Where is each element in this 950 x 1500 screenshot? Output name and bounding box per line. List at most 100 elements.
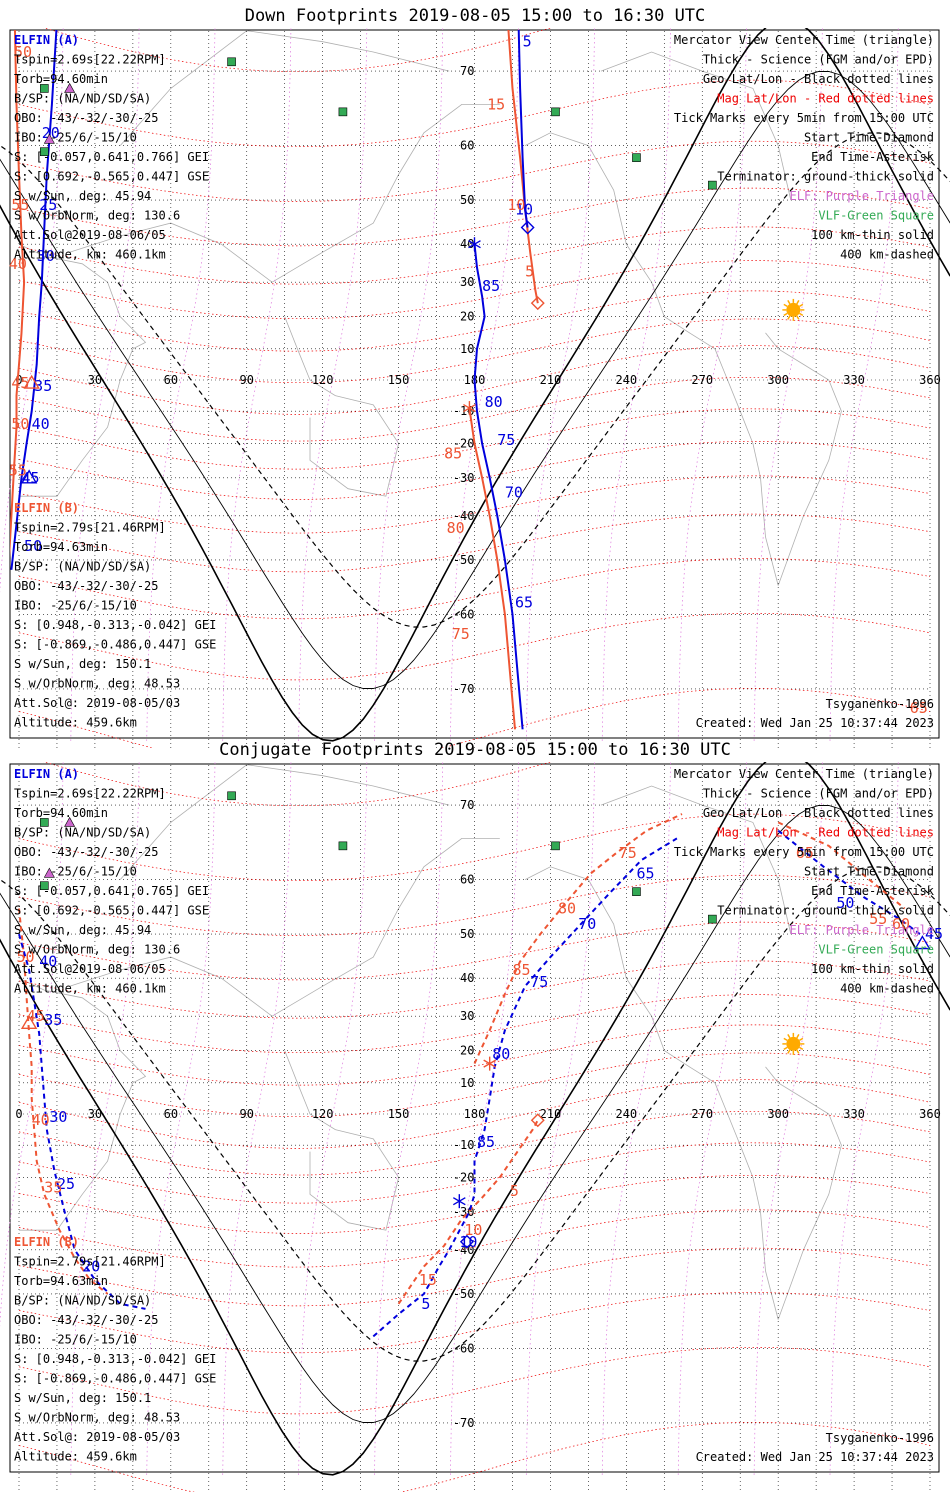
elfin-b-time-label: 85 [512, 961, 530, 979]
mag-parallel [18, 290, 931, 352]
created-timestamp: Created: Wed Jan 25 10:37:44 2023 [696, 716, 934, 730]
tracks [18, 813, 921, 1338]
lat-tick-label: 50 [460, 927, 474, 941]
mag-meridian [298, 28, 368, 741]
lon-tick-label: 330 [843, 1107, 865, 1121]
elfin-a-time-label: 50 [24, 537, 42, 555]
sun-ray [799, 303, 804, 308]
lon-tick-label: 360 [919, 373, 941, 387]
down-footprints-map: 0 30 60 90 120 150 180 210 240 270 300 330 360706050… [0, 28, 950, 748]
elfin-b-info-line: Torb=94.63min [14, 540, 108, 554]
legend-line: Geo Lat/Lon - Black dotted lines [703, 72, 934, 86]
mag-meridian [70, 762, 140, 1475]
lon-tick-label: 300 [767, 1107, 789, 1121]
legend-line: Mercator View Center Time (triangle) [674, 767, 934, 781]
elfin-b-time-label: 55 [11, 196, 29, 214]
lat-tick-label: 10 [460, 1076, 474, 1090]
elfin-a-time-label: 20 [82, 1258, 100, 1276]
mag-parallel [18, 1110, 931, 1176]
lat-tick-label: -10 [453, 1138, 475, 1152]
elf-site-triangle [43, 867, 55, 878]
elfin-b-center-triangle [20, 1014, 38, 1030]
legend-line: End Time-Asterisk [811, 150, 935, 164]
elfin-b-time-label: 5 [525, 262, 534, 280]
legend-line: Mercator View Center Time (triangle) [674, 33, 934, 47]
mag-meridian [374, 28, 444, 741]
vlf-site-square [227, 57, 236, 67]
legend-line: 400 km-dashed [840, 982, 934, 996]
legend-line: Mag Lat/Lon - Red dotted lines [717, 92, 934, 106]
lon-tick-label: 210 [540, 373, 562, 387]
lon-tick-label: 0 [15, 1107, 22, 1121]
mag-parallel [18, 1174, 931, 1234]
sun-ray [796, 315, 800, 320]
elfin-b-time-label: 5 [510, 1182, 519, 1200]
elfin-b-info-line: Att.Sol@: 2019-08-05/03 [14, 1430, 180, 1444]
coastline [524, 132, 779, 586]
elfin-a-info-line: IBO: -25/6/-15/10 [14, 131, 137, 145]
elfin-a-track [10, 30, 58, 570]
elfin-a-heading: ELFIN (A) [14, 33, 79, 47]
elfin-b-info-line: Torb=94.63min [14, 1274, 108, 1288]
elfin-b-info-line: Att.Sol@: 2019-08-05/03 [14, 696, 180, 710]
elfin-b-time-label: 50 [11, 415, 29, 433]
elfin-a-info-line: S: [0.692,-0.565,0.447] GSE [14, 904, 209, 918]
terminator-400km [0, 866, 950, 1362]
elfin-b-heading: ELFIN (B) [14, 501, 79, 515]
lat-tick-label: 60 [460, 873, 474, 887]
legend-line: VLF-Green Square [818, 209, 934, 223]
elf-site-triangle [43, 133, 55, 144]
legend-line: Terminator: ground-thick solid [717, 904, 934, 918]
elfin-a-start-diamond [459, 1234, 474, 1249]
legend-line: ELF: Purple Triangle [790, 189, 935, 203]
elfin-b-track [777, 821, 906, 910]
lon-tick-label: 300 [767, 373, 789, 387]
elfin-a-time-label: 85 [482, 277, 500, 295]
model-label: Tsyganenko-1996 [826, 1431, 934, 1445]
elfin-a-info-line: Att.Sol@2019-08-06/05 [14, 962, 166, 976]
mag-parallel [18, 1052, 931, 1118]
elfin-a-end-asterisk [452, 1197, 466, 1206]
elfin-b-info-line: Altitude: 459.6km [14, 716, 137, 730]
lon-tick-label: 240 [615, 373, 637, 387]
terminator-100km [0, 805, 950, 1423]
lat-tick-label: 60 [460, 139, 474, 153]
mag-meridian [525, 28, 595, 741]
coastline [284, 1050, 400, 1231]
lon-tick-label: 270 [691, 1107, 713, 1121]
elfin-a-time-label: 20 [42, 124, 60, 142]
lat-tick-label: -50 [453, 553, 475, 567]
sun-ray [799, 312, 804, 317]
elfin-b-time-label: 85 [444, 444, 462, 462]
elfin-a-time-label: 80 [485, 393, 503, 411]
lat-tick-label: -40 [453, 509, 475, 523]
elfin-b-time-label: 40 [9, 255, 27, 273]
terminator-ground [0, 762, 950, 1476]
elfin-a-time-label: 10 [515, 201, 533, 219]
elfin-a-center-triangle [20, 469, 38, 484]
elfin-b-time-label: 15 [487, 95, 505, 113]
terminator-ground [0, 28, 950, 742]
sun-ray [796, 1049, 800, 1054]
lon-tick-label: 330 [843, 373, 865, 387]
vlf-site-square [40, 818, 49, 827]
mag-parallel [18, 558, 931, 620]
mag-meridian [677, 28, 747, 741]
elfin-b-time-label: 35 [44, 1178, 62, 1196]
elfin-b-time-label: 50 [16, 948, 34, 966]
coastline [284, 316, 400, 497]
elfin-a-info-line: S w/Sun, deg: 45.94 [14, 923, 151, 937]
elfin-b-time-label: 15 [419, 1271, 437, 1289]
lat-tick-label: -30 [453, 1205, 475, 1219]
elfin-a-info-line: B/SP: (NA/ND/SD/SA) [14, 92, 151, 106]
lon-tick-label: 0 [15, 373, 22, 387]
elfin-a-info-line: IBO: -25/6/-15/10 [14, 865, 137, 879]
lat-tick-label: -70 [453, 682, 475, 696]
mag-parallel [18, 513, 931, 573]
mag-parallel [18, 475, 931, 534]
lat-tick-label: -60 [453, 607, 475, 621]
elfin-b-time-label: 40 [32, 1111, 50, 1129]
coastline [119, 764, 450, 880]
sun-ray [783, 1037, 788, 1042]
legend-line: ELF: Purple Triangle [790, 923, 935, 937]
